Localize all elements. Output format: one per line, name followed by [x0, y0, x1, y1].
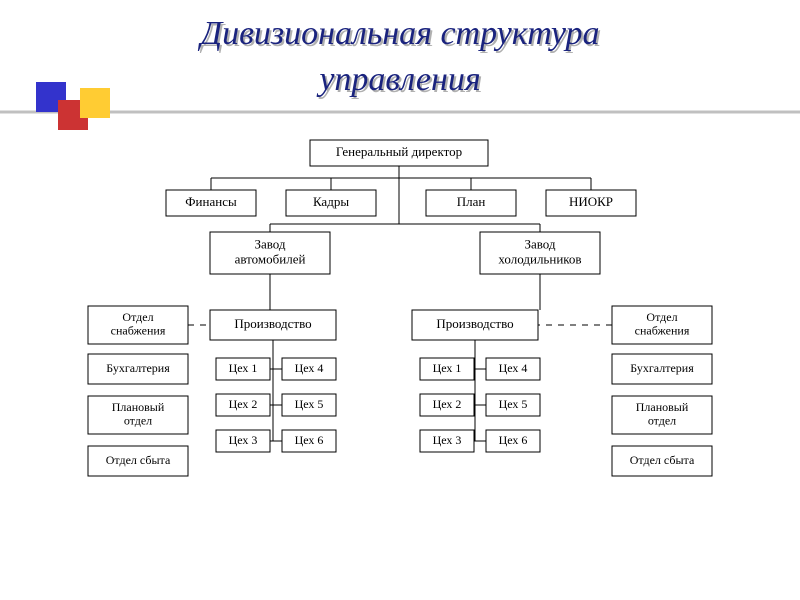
node-ws-1-a2: Цех 3 [420, 430, 474, 452]
node-dept-1-1: Бухгалтерия [612, 354, 712, 384]
node-dept-0-0-label: снабжения [111, 324, 166, 338]
node-l2-0-label: Финансы [185, 194, 237, 209]
node-l2-3-label: НИОКР [569, 194, 613, 209]
node-ws-0-b2: Цех 6 [282, 430, 336, 452]
node-dept-1-2: Плановыйотдел [612, 396, 712, 434]
page-title: управления [316, 61, 480, 98]
node-ws-0-b1-label: Цех 5 [295, 397, 324, 411]
node-ws-0-b1: Цех 5 [282, 394, 336, 416]
node-ws-0-a0: Цех 1 [216, 358, 270, 380]
node-production-0: Производство [210, 310, 336, 340]
page-title: Дивизиональная структура [197, 15, 599, 52]
node-plant-0: Заводавтомобилей [210, 232, 330, 274]
node-ws-1-a0-label: Цех 1 [433, 361, 462, 375]
node-production-0-label: Производство [234, 316, 311, 331]
node-dept-0-3-label: Отдел сбыта [106, 453, 171, 467]
node-dept-0-1-label: Бухгалтерия [106, 361, 170, 375]
node-ws-1-a1: Цех 2 [420, 394, 474, 416]
node-l2-2-label: План [457, 194, 486, 209]
node-ws-0-a2-label: Цех 3 [229, 433, 258, 447]
node-ws-0-b0: Цех 4 [282, 358, 336, 380]
node-dept-1-3: Отдел сбыта [612, 446, 712, 476]
node-dept-1-3-label: Отдел сбыта [630, 453, 695, 467]
node-dept-1-0-label: Отдел [646, 310, 677, 324]
node-dept-1-2-label: Плановый [636, 400, 689, 414]
node-ws-1-b1-label: Цех 5 [499, 397, 528, 411]
node-ws-0-a1-label: Цех 2 [229, 397, 258, 411]
node-l2-1: Кадры [286, 190, 376, 216]
org-chart-diagram: Дивизиональная структураДивизиональная с… [0, 0, 800, 600]
node-dept-1-1-label: Бухгалтерия [630, 361, 694, 375]
node-l2-0: Финансы [166, 190, 256, 216]
node-general: Генеральный директор [310, 140, 488, 166]
node-production-1: Производство [412, 310, 538, 340]
node-dept-1-2-label: отдел [648, 414, 676, 428]
node-dept-1-0: Отделснабжения [612, 306, 712, 344]
node-dept-0-0: Отделснабжения [88, 306, 188, 344]
node-ws-1-b0-label: Цех 4 [499, 361, 528, 375]
node-ws-0-a2: Цех 3 [216, 430, 270, 452]
node-plant-1: Заводхолодильников [480, 232, 600, 274]
node-dept-0-3: Отдел сбыта [88, 446, 188, 476]
node-ws-1-b0: Цех 4 [486, 358, 540, 380]
node-l2-2: План [426, 190, 516, 216]
node-dept-0-1: Бухгалтерия [88, 354, 188, 384]
node-ws-0-b0-label: Цех 4 [295, 361, 324, 375]
node-dept-0-2: Плановыйотдел [88, 396, 188, 434]
node-ws-1-a0: Цех 1 [420, 358, 474, 380]
node-dept-0-2-label: отдел [124, 414, 152, 428]
node-l2-1-label: Кадры [313, 194, 349, 209]
node-production-1-label: Производство [436, 316, 513, 331]
division-1: Производство Отделснабжения Бухгалтерия Пла… [412, 274, 712, 476]
node-dept-1-0-label: снабжения [635, 324, 690, 338]
node-ws-0-b2-label: Цех 6 [295, 433, 324, 447]
division-0: Производство Отделснабжения Бухгалтерия Пла… [88, 274, 336, 476]
node-ws-1-b1: Цех 5 [486, 394, 540, 416]
node-plant-0-label: Завод [254, 237, 285, 252]
node-ws-1-b2-label: Цех 6 [499, 433, 528, 447]
node-plant-1-label: холодильников [498, 251, 581, 266]
node-ws-0-a1: Цех 2 [216, 394, 270, 416]
node-ws-1-b2: Цех 6 [486, 430, 540, 452]
node-ws-1-a2-label: Цех 3 [433, 433, 462, 447]
node-ws-0-a0-label: Цех 1 [229, 361, 258, 375]
node-ws-1-a1-label: Цех 2 [433, 397, 462, 411]
node-general-label: Генеральный директор [336, 144, 462, 159]
org-chart: Генеральный директор Финансы Кадры План НИОК… [88, 140, 712, 476]
node-l2-3: НИОКР [546, 190, 636, 216]
node-dept-0-2-label: Плановый [112, 400, 165, 414]
node-dept-0-0-label: Отдел [122, 310, 153, 324]
node-plant-0-label: автомобилей [235, 251, 306, 266]
node-plant-1-label: Завод [524, 237, 555, 252]
decor-yellow_rect [80, 88, 110, 118]
